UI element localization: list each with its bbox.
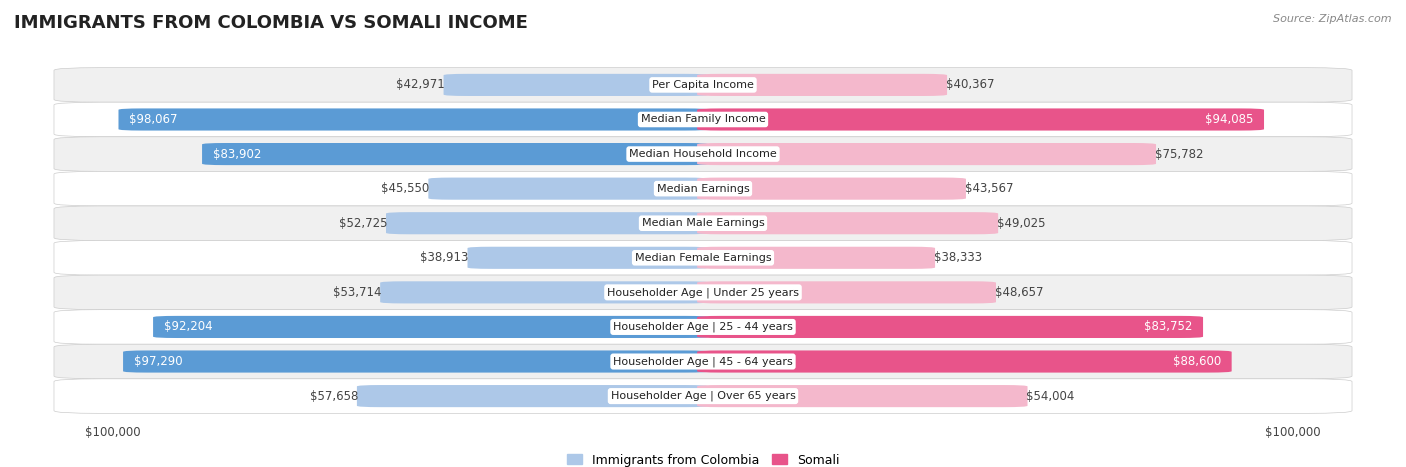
FancyBboxPatch shape [697,316,1204,338]
Text: $83,902: $83,902 [212,148,262,161]
Text: $53,714: $53,714 [333,286,381,299]
Text: Median Earnings: Median Earnings [657,184,749,194]
FancyBboxPatch shape [697,177,966,200]
FancyBboxPatch shape [697,74,948,96]
Text: $40,367: $40,367 [946,78,994,92]
FancyBboxPatch shape [380,281,709,304]
Text: $52,725: $52,725 [339,217,387,230]
Text: Householder Age | Over 65 years: Householder Age | Over 65 years [610,391,796,401]
FancyBboxPatch shape [697,350,1232,373]
Text: $54,004: $54,004 [1026,389,1074,403]
FancyBboxPatch shape [53,275,1353,310]
FancyBboxPatch shape [697,108,1264,131]
Text: Median Household Income: Median Household Income [628,149,778,159]
Text: $97,290: $97,290 [134,355,183,368]
Legend: Immigrants from Colombia, Somali: Immigrants from Colombia, Somali [562,449,844,467]
Text: $42,971: $42,971 [396,78,444,92]
FancyBboxPatch shape [124,350,709,373]
Text: $45,550: $45,550 [381,182,429,195]
Text: $92,204: $92,204 [163,320,212,333]
FancyBboxPatch shape [53,344,1353,379]
FancyBboxPatch shape [153,316,709,338]
Text: $98,067: $98,067 [129,113,177,126]
FancyBboxPatch shape [53,102,1353,137]
Text: Median Male Earnings: Median Male Earnings [641,218,765,228]
FancyBboxPatch shape [697,212,998,234]
FancyBboxPatch shape [387,212,709,234]
Text: $83,752: $83,752 [1144,320,1192,333]
Text: Householder Age | 45 - 64 years: Householder Age | 45 - 64 years [613,356,793,367]
FancyBboxPatch shape [357,385,709,407]
Text: Per Capita Income: Per Capita Income [652,80,754,90]
FancyBboxPatch shape [53,206,1353,241]
Text: $38,333: $38,333 [934,251,981,264]
FancyBboxPatch shape [202,143,709,165]
FancyBboxPatch shape [118,108,709,131]
Text: Householder Age | 25 - 44 years: Householder Age | 25 - 44 years [613,322,793,332]
Text: $49,025: $49,025 [997,217,1046,230]
Text: $88,600: $88,600 [1173,355,1220,368]
Text: Median Family Income: Median Family Income [641,114,765,125]
Text: $94,085: $94,085 [1205,113,1253,126]
FancyBboxPatch shape [53,379,1353,413]
Text: Median Female Earnings: Median Female Earnings [634,253,772,263]
FancyBboxPatch shape [697,247,935,269]
Text: $38,913: $38,913 [420,251,468,264]
FancyBboxPatch shape [697,143,1156,165]
Text: IMMIGRANTS FROM COLOMBIA VS SOMALI INCOME: IMMIGRANTS FROM COLOMBIA VS SOMALI INCOM… [14,14,527,32]
FancyBboxPatch shape [468,247,709,269]
FancyBboxPatch shape [53,310,1353,344]
FancyBboxPatch shape [429,177,709,200]
FancyBboxPatch shape [53,137,1353,171]
Text: $43,567: $43,567 [965,182,1014,195]
FancyBboxPatch shape [443,74,709,96]
Text: Source: ZipAtlas.com: Source: ZipAtlas.com [1274,14,1392,24]
FancyBboxPatch shape [53,171,1353,206]
Text: $57,658: $57,658 [309,389,359,403]
Text: $48,657: $48,657 [995,286,1043,299]
FancyBboxPatch shape [697,281,995,304]
Text: Householder Age | Under 25 years: Householder Age | Under 25 years [607,287,799,297]
FancyBboxPatch shape [53,68,1353,102]
FancyBboxPatch shape [697,385,1028,407]
Text: $75,782: $75,782 [1154,148,1204,161]
FancyBboxPatch shape [53,241,1353,275]
